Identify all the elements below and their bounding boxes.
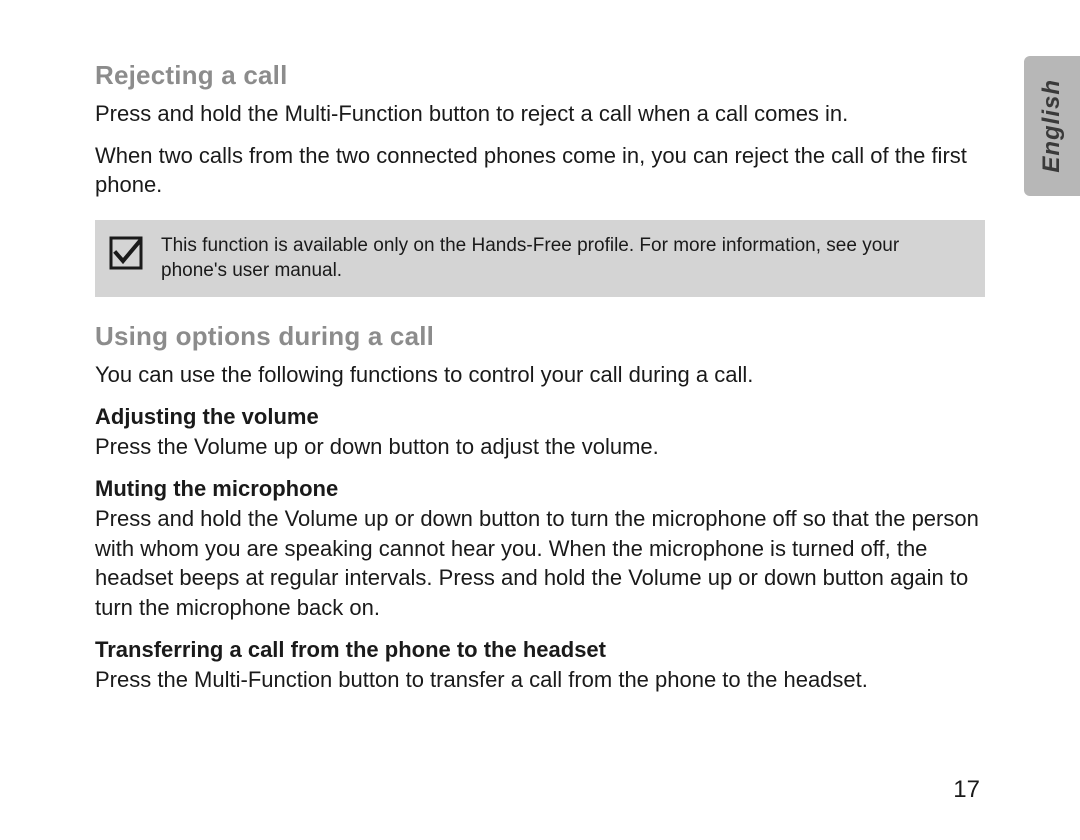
heading-using-options: Using options during a call <box>95 321 985 352</box>
heading-rejecting-call: Rejecting a call <box>95 60 985 91</box>
paragraph-using-options-intro: You can use the following functions to c… <box>95 360 985 390</box>
language-tab: English <box>1024 56 1080 196</box>
subheading-adjust-volume: Adjusting the volume <box>95 404 985 430</box>
page-content: Rejecting a call Press and hold the Mult… <box>95 60 985 700</box>
paragraph-muting-mic: Press and hold the Volume up or down but… <box>95 504 985 623</box>
language-tab-label: English <box>1038 79 1066 173</box>
subheading-muting-mic: Muting the microphone <box>95 476 985 502</box>
note-text: This function is available only on the H… <box>161 234 967 283</box>
paragraph-adjust-volume: Press the Volume up or down button to ad… <box>95 432 985 462</box>
page-number: 17 <box>953 776 980 804</box>
paragraph-transfer-call: Press the Multi-Function button to trans… <box>95 665 985 695</box>
paragraph-rejecting-1: Press and hold the Multi-Function button… <box>95 99 985 129</box>
checkbox-icon <box>109 236 143 275</box>
note-box: This function is available only on the H… <box>95 220 985 297</box>
paragraph-rejecting-2: When two calls from the two connected ph… <box>95 141 985 200</box>
subheading-transfer-call: Transferring a call from the phone to th… <box>95 637 985 663</box>
